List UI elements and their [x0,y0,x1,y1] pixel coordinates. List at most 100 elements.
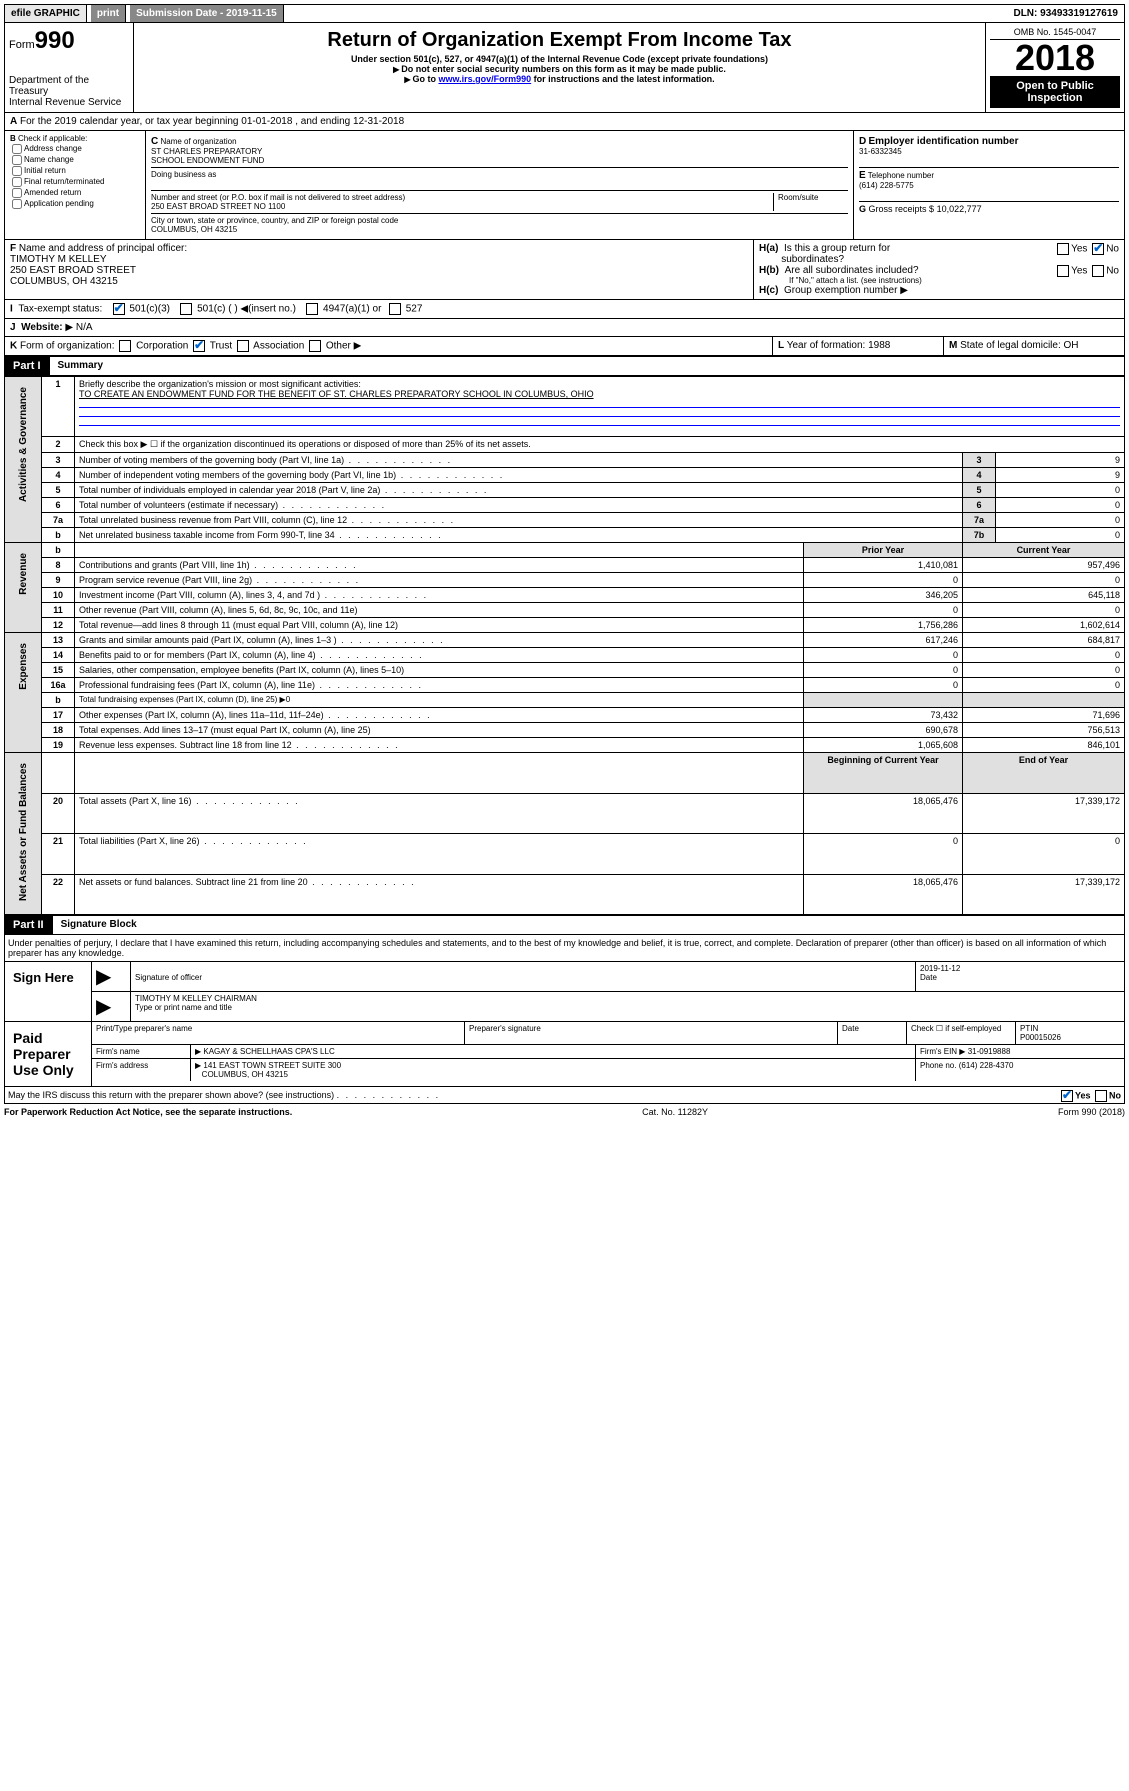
print-button[interactable]: print [91,5,126,22]
ln20-c: 17,339,172 [963,793,1125,834]
firm-addr-label: Firm's address [92,1059,191,1081]
self-employed-check: Check ☐ if self-employed [907,1022,1016,1044]
ln4-desc: Number of independent voting members of … [75,468,963,483]
firm-city: COLUMBUS, OH 43215 [202,1070,288,1079]
chk-501c[interactable] [180,303,192,315]
tax-status-label: Tax-exempt status: [18,304,102,315]
opt-trust: Trust [210,341,232,352]
officer-label: Name and address of principal officer: [19,243,187,254]
check-pending[interactable] [12,199,22,209]
ln7b: b [42,528,75,543]
ha-yes[interactable] [1057,243,1069,255]
ln15-p: 0 [804,663,963,678]
opt-assoc: Association [253,341,304,352]
officer-city: COLUMBUS, OH 43215 [10,276,118,287]
tab-net-assets: Net Assets or Fund Balances [5,753,42,915]
ln13-c: 684,817 [963,633,1125,648]
phone-value: (614) 228-5775 [859,181,914,190]
ln5: 5 [42,483,75,498]
submission-date: Submission Date - 2019-11-15 [130,5,284,22]
opt-name: Name change [24,155,74,164]
ln5-c: 5 [963,483,996,498]
ha-no[interactable] [1092,243,1104,255]
chk-4947[interactable] [306,303,318,315]
check-amended[interactable] [12,188,22,198]
firm-ein-label: Firm's EIN ▶ [920,1047,965,1056]
ln8-c: 957,496 [963,558,1125,573]
ln17-c: 71,696 [963,708,1125,723]
room-label: Room/suite [773,193,848,211]
city-label: City or town, state or province, country… [151,216,398,225]
discuss-no[interactable] [1095,1090,1107,1102]
part2-label: Signature Block [53,916,145,934]
ln9-p: 0 [804,573,963,588]
gross-value: 10,022,777 [937,204,982,214]
check-name-change[interactable] [12,155,22,165]
ln13: 13 [42,633,75,648]
ln10-p: 346,205 [804,588,963,603]
ln3-desc: Number of voting members of the governin… [75,453,963,468]
form-org-label: Form of organization: [20,341,115,352]
box-b: B Check if applicable: Address change Na… [5,131,146,239]
sig-date: 2019-11-12 [920,964,960,973]
ln14: 14 [42,648,75,663]
ln7a-v: 0 [996,513,1125,528]
hb-note: If "No," attach a list. (see instruction… [759,276,1119,285]
domicile-label: State of legal domicile: [960,340,1061,351]
discuss-yes[interactable] [1061,1090,1073,1102]
opt-527: 527 [406,304,423,315]
opt-insert: (insert no.) [248,304,296,315]
opt-501c: 501(c) ( ) [197,304,238,315]
tax-year: 2018 [990,40,1120,76]
box-c: C Name of organizationST CHARLES PREPARA… [146,131,854,239]
hc-text: Group exemption number [784,285,897,296]
ln16b-p [804,693,963,708]
year-formation-label: Year of formation: [787,340,866,351]
form-title: Return of Organization Exempt From Incom… [138,29,981,52]
section-bcd: B Check if applicable: Address change Na… [4,131,1125,240]
ln7b-desc: Net unrelated business taxable income fr… [75,528,963,543]
ln7a-c: 7a [963,513,996,528]
ln22-c: 17,339,172 [963,874,1125,915]
chk-trust[interactable] [193,340,205,352]
top-bar: efile GRAPHIC print Submission Date - 20… [4,4,1125,23]
preparer-sig-label: Preparer's signature [465,1022,838,1044]
ln8: 8 [42,558,75,573]
ln12-p: 1,756,286 [804,618,963,633]
line1-label: Briefly describe the organization's miss… [79,379,361,389]
chk-527[interactable] [389,303,401,315]
ln7a: 7a [42,513,75,528]
org-name-2: SCHOOL ENDOWMENT FUND [151,156,264,165]
opt-final: Final return/terminated [24,177,104,186]
hb-no[interactable] [1092,265,1104,277]
line-a: A For the 2019 calendar year, or tax yea… [4,113,1125,131]
ln17-p: 73,432 [804,708,963,723]
irs-link[interactable]: www.irs.gov/Form990 [438,74,531,84]
ln18-c: 756,513 [963,723,1125,738]
hb-yes[interactable] [1057,265,1069,277]
ln14-p: 0 [804,648,963,663]
ln8-p: 1,410,081 [804,558,963,573]
ln11-c: 0 [963,603,1125,618]
check-initial[interactable] [12,166,22,176]
open-label: Open to Public [1016,80,1094,92]
website-label: Website: [21,322,63,333]
section-klm: K Form of organization: Corporation Trus… [4,337,1125,356]
ln8-desc: Contributions and grants (Part VIII, lin… [75,558,804,573]
check-address-change[interactable] [12,144,22,154]
ln22: 22 [42,874,75,915]
ln4: 4 [42,468,75,483]
chk-corp[interactable] [119,340,131,352]
city-value: COLUMBUS, OH 43215 [151,225,237,234]
chk-other[interactable] [309,340,321,352]
ptin-value: P00015026 [1020,1033,1061,1042]
check-final[interactable] [12,177,22,187]
preparer-name-label: Print/Type preparer's name [92,1022,465,1044]
chk-assoc[interactable] [237,340,249,352]
ln18-p: 690,678 [804,723,963,738]
hdr-prior: Prior Year [804,543,963,558]
form-number: 990 [35,27,75,54]
chk-501c3[interactable] [113,303,125,315]
tab-revenue: Revenue [5,543,42,633]
paid-preparer-label: Paid Preparer Use Only [5,1022,92,1086]
